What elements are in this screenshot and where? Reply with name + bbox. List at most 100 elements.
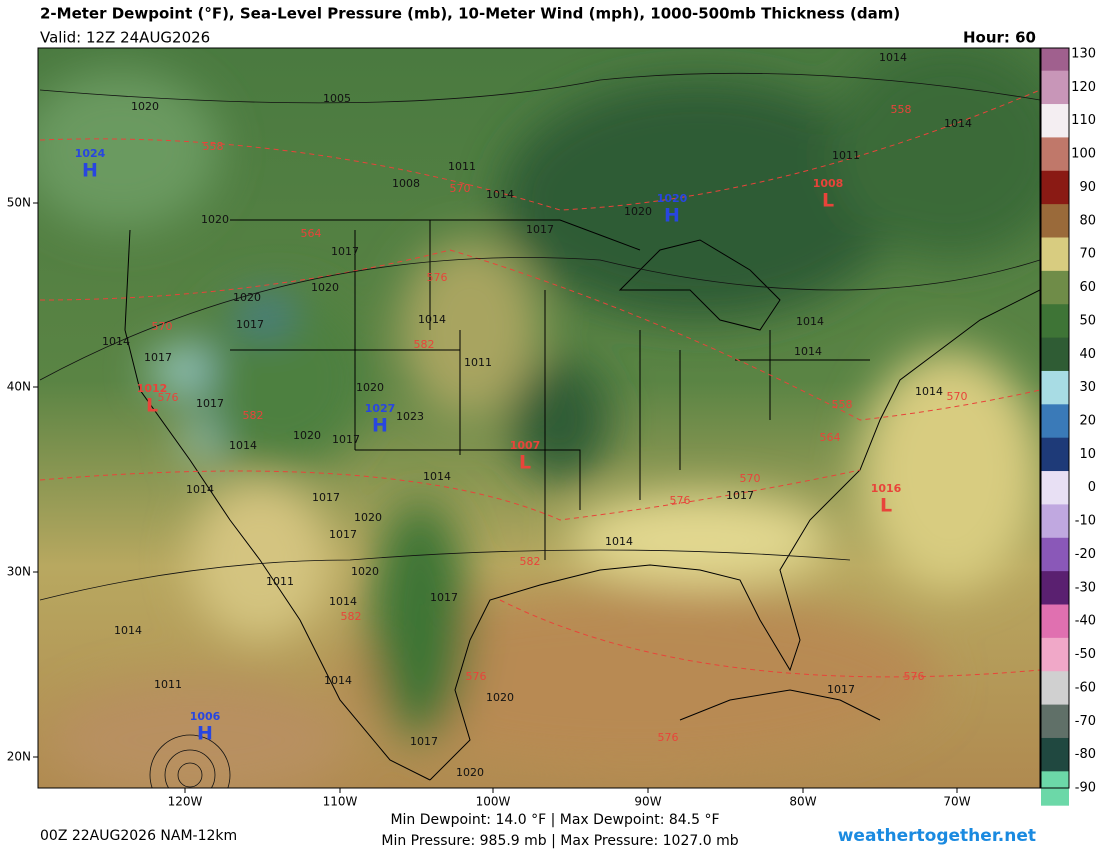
thickness-label: 576	[670, 494, 691, 507]
lat-label: 20N	[7, 750, 31, 764]
isobar-label: 1020	[354, 511, 382, 524]
isobar-label: 1011	[464, 356, 492, 369]
isobar-label: 1017	[430, 591, 458, 604]
isobars	[39, 72, 1040, 788]
forecast-hour: Hour: 60	[963, 29, 1036, 47]
isobar-label: 1017	[526, 223, 554, 236]
colorbar-label: 30	[1079, 380, 1096, 395]
isobar-label: 1014	[486, 188, 514, 201]
pressure-letter: H	[372, 415, 388, 437]
pressure-letter: L	[822, 190, 834, 212]
isobar-label: 1014	[229, 439, 257, 452]
lat-label: 50N	[7, 196, 31, 210]
isobar-label: 1014	[423, 470, 451, 483]
lon-label: 120W	[168, 795, 203, 809]
lat-label: 40N	[7, 380, 31, 394]
isobar-label: 1014	[605, 535, 633, 548]
colorbar-label: 50	[1079, 313, 1096, 328]
isobar-label: 1017	[196, 397, 224, 410]
isobar-label: 1014	[418, 313, 446, 326]
isobar-label: 1011	[832, 149, 860, 162]
colorbar-label: 120	[1071, 80, 1096, 95]
isobar-label: 1020	[293, 429, 321, 442]
isobar-label: 1014	[114, 624, 142, 637]
isobar-label: 1017	[332, 433, 360, 446]
isobar-label: 1014	[324, 674, 352, 687]
colorbar-segment	[1041, 704, 1069, 739]
colorbar-segment	[1041, 537, 1069, 573]
colorbar-segment	[1041, 404, 1069, 439]
lon-label: 80W	[789, 795, 816, 809]
isobar-label: 1020	[233, 291, 261, 304]
colorbar-frame	[1040, 47, 1070, 789]
lon-label: 70W	[943, 795, 970, 809]
isobar-label: 1020	[356, 381, 384, 394]
colorbar-label: -90	[1075, 781, 1096, 796]
thickness-label: 576	[158, 391, 179, 404]
colorbar-label: 80	[1079, 213, 1096, 228]
isobar-label: 1020	[456, 766, 484, 779]
colorbar-label: -40	[1075, 614, 1096, 629]
colorbar-segment	[1041, 571, 1069, 606]
colorbar-label: -70	[1075, 714, 1096, 729]
map	[38, 48, 1040, 788]
thickness-label: 564	[301, 227, 322, 240]
colorbar-segment	[1041, 737, 1069, 773]
colorbar-segment	[1041, 471, 1069, 506]
colorbar-segment	[1041, 437, 1069, 473]
isobar-label: 1020	[624, 205, 652, 218]
pressure-value: 1012	[137, 382, 168, 395]
colorbar-label: 90	[1079, 180, 1096, 195]
colorbar-label: -10	[1075, 514, 1096, 529]
colorbar-label: 10	[1079, 447, 1096, 462]
colorbar-segment	[1041, 204, 1069, 239]
site-name: weathertogether.net	[838, 826, 1036, 846]
thickness-label: 570	[152, 320, 173, 333]
thickness-label: 570	[947, 390, 968, 403]
thickness-label: 558	[203, 140, 224, 153]
map-frame	[37, 47, 1041, 789]
isobar-label: 1020	[351, 565, 379, 578]
thickness-label: 582	[520, 555, 541, 568]
isobar-label: 1014	[102, 335, 130, 348]
colorbar-label: -60	[1075, 680, 1096, 695]
isobar-label: 1020	[131, 100, 159, 113]
colorbar-label: 60	[1079, 280, 1096, 295]
isobar-label: 1017	[236, 318, 264, 331]
title: 2-Meter Dewpoint (°F), Sea-Level Pressur…	[40, 5, 900, 23]
colorbar-segment	[1041, 304, 1069, 339]
isobar-label: 1023	[396, 410, 424, 423]
isobar-label: 1014	[915, 385, 943, 398]
pressure-value: 1007	[510, 439, 541, 452]
colorbar-label: 20	[1079, 414, 1096, 429]
thickness-label: 576	[427, 271, 448, 284]
colorbar-segment	[1041, 370, 1069, 406]
colorbar-segment	[1041, 337, 1069, 372]
colorbar-label: -80	[1075, 747, 1096, 762]
colorbar-label: -30	[1075, 580, 1096, 595]
isobar-label: 1017	[410, 735, 438, 748]
isobar-label: 1017	[726, 489, 754, 502]
isobar-label: 1014	[186, 483, 214, 496]
isobar-label: 1017	[144, 351, 172, 364]
isobar-label: 1014	[796, 315, 824, 328]
thickness-label: 582	[243, 409, 264, 422]
thickness-contours	[39, 89, 1040, 678]
thickness-label: 558	[832, 398, 853, 411]
colorbar-segment	[1041, 637, 1069, 673]
dewpoint-range: Min Dewpoint: 14.0 °F | Max Dewpoint: 84…	[390, 812, 719, 828]
colorbar-segment	[1041, 137, 1069, 172]
valid-time: Valid: 12Z 24AUG2026	[40, 29, 210, 47]
thickness-label: 564	[820, 431, 841, 444]
pressure-value: 1024	[75, 147, 106, 160]
lon-label: 110W	[323, 795, 358, 809]
borders	[124, 219, 1040, 781]
thickness-label: 576	[904, 670, 925, 683]
thickness-label: 570	[740, 472, 761, 485]
isobar-label: 1020	[311, 281, 339, 294]
isobar-label: 1008	[392, 177, 420, 190]
colorbar-label: -20	[1075, 547, 1096, 562]
isobar-label: 1017	[331, 245, 359, 258]
isobar-label: 1020	[201, 213, 229, 226]
